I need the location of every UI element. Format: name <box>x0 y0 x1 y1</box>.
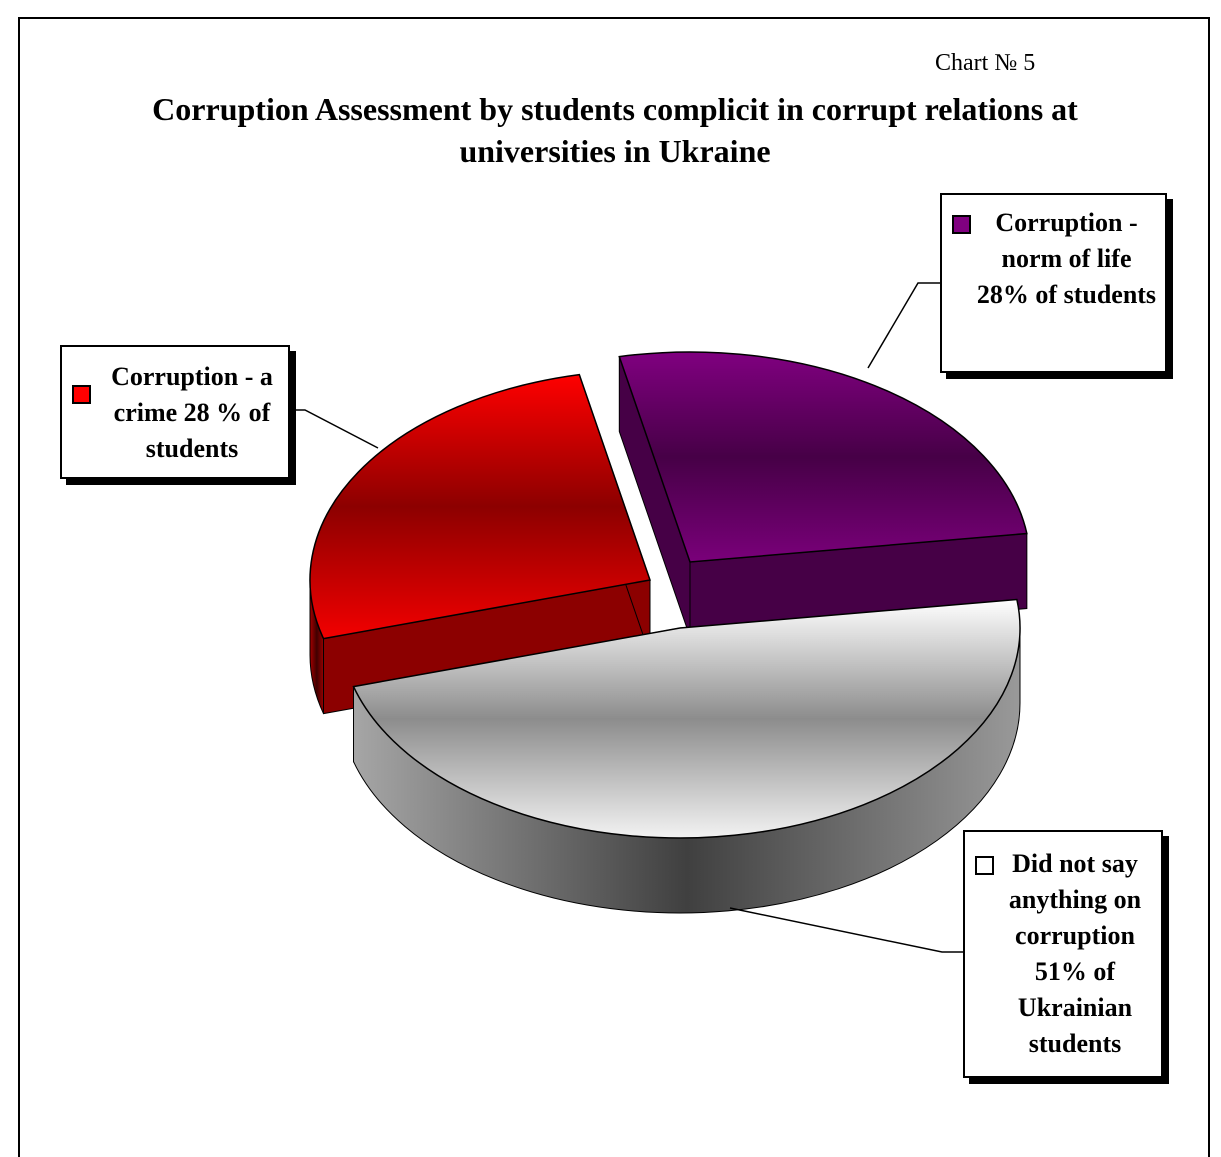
legend-swatch <box>72 385 91 404</box>
slice-shade <box>353 599 1021 838</box>
chart-subtitle: Chart № 5 <box>935 50 1036 76</box>
leader-line <box>288 409 379 449</box>
leader-lines <box>288 282 965 953</box>
legend-label: Corruption - a crime 28 % of students <box>111 362 273 463</box>
leader-line <box>867 282 940 369</box>
legend-label: Did not say anything on corruption 51% o… <box>1008 849 1142 1058</box>
legend-swatch <box>975 856 994 875</box>
slice-side-shade <box>353 628 1021 914</box>
legend-box: Did not say anything on corruption 51% o… <box>963 830 1163 1078</box>
chart-title: Corruption Assessment by students compli… <box>152 91 1078 169</box>
slice-shade <box>619 352 1027 562</box>
legend-box: Corruption - a crime 28 % of students <box>60 345 290 479</box>
leader-line <box>729 907 965 953</box>
slice-wall-shade <box>619 356 690 637</box>
slice-shade <box>310 374 650 639</box>
chart-frame <box>18 17 1210 1157</box>
legend-swatch <box>952 215 971 234</box>
slice-side-shade <box>310 580 324 714</box>
legend-label: Corruption - norm of life 28% of student… <box>976 208 1157 309</box>
legend-box: Corruption - norm of life 28% of student… <box>940 193 1167 373</box>
